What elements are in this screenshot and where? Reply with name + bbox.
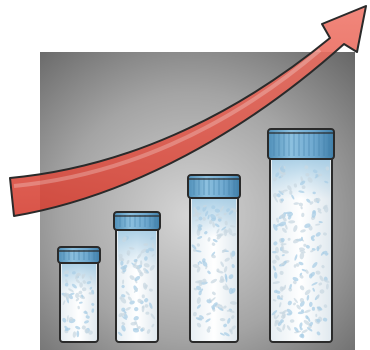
vial-cap <box>113 211 161 231</box>
vial-2 <box>113 211 161 343</box>
cap-ridges <box>63 250 95 260</box>
vial-1 <box>57 246 101 343</box>
cap-ridges <box>273 132 330 156</box>
vials-group <box>57 128 335 343</box>
pill-speckles <box>117 235 156 337</box>
vial-4 <box>267 128 335 343</box>
pill-speckles <box>271 165 330 339</box>
vial-3 <box>187 174 241 343</box>
cap-ridges <box>193 178 235 195</box>
rising-arrow-icon <box>9 5 367 217</box>
pill-speckles <box>61 270 95 338</box>
pill-speckles <box>191 204 237 337</box>
cap-ridges <box>119 215 156 227</box>
